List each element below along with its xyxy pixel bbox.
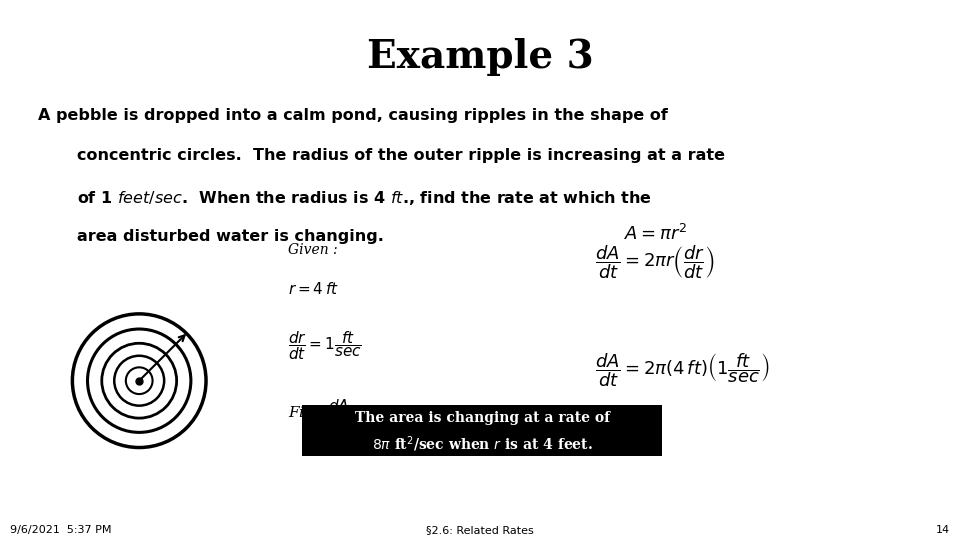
Text: $\dfrac{dr}{dt} = 1\dfrac{ft}{sec}$: $\dfrac{dr}{dt} = 1\dfrac{ft}{sec}$ <box>288 329 362 362</box>
Text: 14: 14 <box>936 524 950 535</box>
FancyBboxPatch shape <box>302 405 662 456</box>
Text: §2.6: Related Rates: §2.6: Related Rates <box>426 524 534 535</box>
Text: A pebble is dropped into a calm pond, causing ripples in the shape of: A pebble is dropped into a calm pond, ca… <box>38 108 668 123</box>
Text: Find $\dfrac{dA}{dt} = ?$: Find $\dfrac{dA}{dt} = ?$ <box>288 397 378 430</box>
Text: $8\pi$ ft$^2$/sec when $r$ is at 4 feet.: $8\pi$ ft$^2$/sec when $r$ is at 4 feet. <box>372 435 593 454</box>
Text: concentric circles.  The radius of the outer ripple is increasing at a rate: concentric circles. The radius of the ou… <box>77 148 725 164</box>
Text: $\dfrac{dA}{dt} = 2\pi \left(4\,ft\right)\left(1\dfrac{ft}{sec}\right)$: $\dfrac{dA}{dt} = 2\pi \left(4\,ft\right… <box>595 351 770 389</box>
Text: $r = 4\, ft$: $r = 4\, ft$ <box>288 281 339 297</box>
Text: $\dfrac{dA}{dt} = 2\pi r\left(\dfrac{dr}{dt}\right)$: $\dfrac{dA}{dt} = 2\pi r\left(\dfrac{dr}… <box>595 243 714 281</box>
Text: of 1 $feet/sec$.  When the radius is 4 $ft$., find the rate at which the: of 1 $feet/sec$. When the radius is 4 $f… <box>77 189 652 207</box>
Text: The area is changing at a rate of: The area is changing at a rate of <box>355 411 610 426</box>
Text: $A = \pi r^2$: $A = \pi r^2$ <box>624 224 687 244</box>
Text: area disturbed water is changing.: area disturbed water is changing. <box>77 230 384 245</box>
Text: Example 3: Example 3 <box>367 38 593 76</box>
Text: 9/6/2021  5:37 PM: 9/6/2021 5:37 PM <box>10 524 111 535</box>
Text: Given :: Given : <box>288 243 338 257</box>
